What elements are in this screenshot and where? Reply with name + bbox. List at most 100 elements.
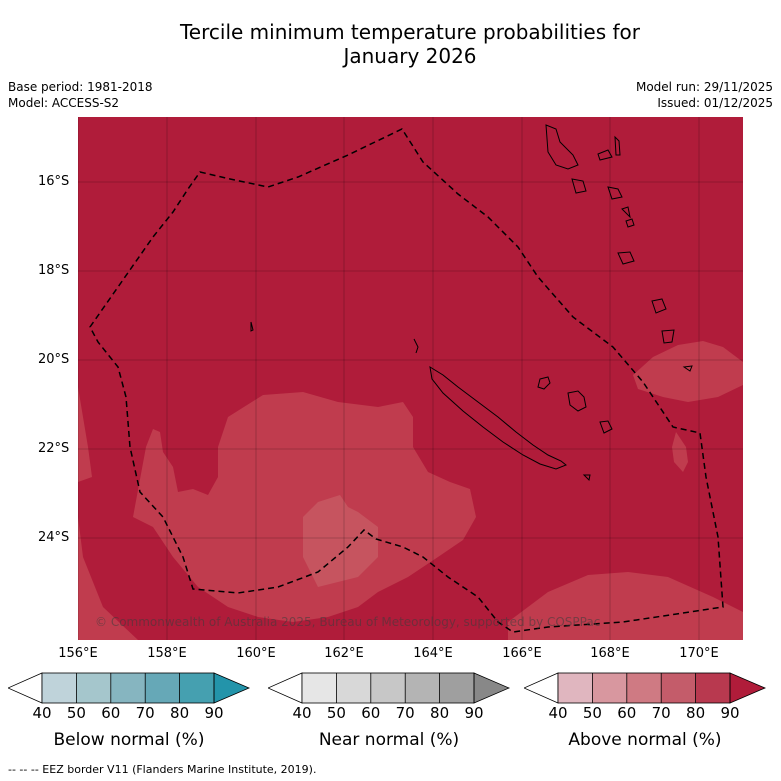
legend-title: Near normal (%)	[318, 730, 460, 750]
lon-label: 168°E	[590, 646, 630, 661]
tick-label: 40	[32, 704, 52, 722]
tick-label: 50	[582, 704, 602, 722]
graticule	[78, 117, 743, 640]
vanuatu-island	[571, 178, 587, 194]
tick-label: 70	[651, 704, 671, 722]
meta-left: Base period: 1981-2018 Model: ACCESS-S2	[8, 79, 153, 111]
loyalty-island	[537, 376, 551, 390]
above-normal-70-80-area	[672, 432, 688, 472]
model-name: Model: ACCESS-S2	[8, 96, 120, 110]
vanuatu-island	[614, 135, 621, 156]
lat-label: 22°S	[38, 441, 70, 456]
loyalty-island	[599, 420, 613, 434]
colorbar-segment	[42, 673, 77, 703]
above-normal-70-80-area	[508, 572, 743, 640]
colorbar-extend-high	[213, 672, 250, 704]
new-caledonia-island	[429, 365, 567, 470]
tick-label: 60	[361, 704, 381, 722]
colorbar-segment	[592, 673, 627, 703]
tick-label: 90	[464, 704, 484, 722]
colorbar-extend-high	[473, 672, 510, 704]
tick-label: 70	[395, 704, 415, 722]
copyright-notice: © Commonwealth of Australia 2025, Bureau…	[95, 615, 601, 629]
map-title: Tercile minimum temperature probabilitie…	[0, 20, 781, 68]
vanuatu-island	[661, 329, 675, 344]
colorbar-segment	[302, 673, 337, 703]
vanuatu-island	[607, 186, 623, 200]
tick-label: 80	[170, 704, 190, 722]
vanuatu-island	[617, 251, 635, 265]
above-normal-70-80-area	[133, 392, 476, 622]
lon-label: 162°E	[324, 646, 364, 661]
lon-label: 164°E	[413, 646, 453, 661]
vanuatu-island	[621, 206, 631, 219]
colorbar-segment	[179, 673, 214, 703]
colorbar-segment	[439, 673, 474, 703]
colorbar-segment	[370, 673, 406, 703]
tick-label: 60	[617, 704, 637, 722]
islet	[582, 474, 591, 482]
colorbar-segment	[145, 673, 180, 703]
tick-label: 90	[720, 704, 740, 722]
islet	[682, 365, 693, 372]
tick-label: 50	[66, 704, 86, 722]
colorbar-above-normal	[524, 672, 766, 704]
vanuatu-island	[625, 218, 635, 228]
lat-label: 24°S	[38, 530, 70, 545]
tick-label: 70	[135, 704, 155, 722]
lat-label: 20°S	[38, 352, 70, 367]
model-run: Model run: 29/11/2025	[635, 80, 773, 94]
lat-label: 18°S	[38, 263, 70, 278]
colorbar-segment	[558, 673, 593, 703]
base-period: Base period: 1981-2018	[8, 80, 153, 94]
vanuatu-island	[545, 124, 579, 170]
colorbar-segment	[405, 673, 440, 703]
meta-right: Model run: 29/11/2025 Issued: 01/12/2025	[636, 79, 773, 111]
eez-border	[89, 128, 724, 633]
colorbar-segment	[695, 673, 730, 703]
colorbar-segment	[336, 673, 371, 703]
colorbar-extend-high	[729, 672, 766, 704]
colorbar-near-normal	[268, 672, 510, 704]
colorbar-extend-low	[8, 672, 43, 704]
colorbar-extend-low	[524, 672, 559, 704]
vanuatu-island	[651, 298, 667, 314]
tick-label: 80	[430, 704, 450, 722]
above-normal-60-70-area	[303, 495, 378, 587]
colorbar-below-normal	[8, 672, 250, 704]
legend-title: Below normal (%)	[53, 730, 205, 750]
loyalty-island	[567, 390, 587, 412]
above-normal-70-80-area	[78, 387, 92, 482]
title-line-2: January 2026	[343, 44, 477, 68]
vanuatu-island	[597, 149, 613, 161]
footnote-eez: -- -- -- EEZ border V11 (Flanders Marine…	[8, 763, 317, 776]
lon-label: 156°E	[58, 646, 98, 661]
tick-label: 40	[548, 704, 568, 722]
tick-label: 80	[686, 704, 706, 722]
colorbar-segment	[110, 673, 146, 703]
tick-label: 40	[292, 704, 312, 722]
map-svg	[78, 117, 743, 640]
legend-below-normal: 40 50 60 70 80 90 Below normal (%)	[8, 672, 250, 750]
lon-label: 166°E	[502, 646, 542, 661]
colorbar-segment	[76, 673, 111, 703]
tick-label: 90	[204, 704, 224, 722]
title-line-1: Tercile minimum temperature probabilitie…	[179, 20, 641, 44]
above-normal-70-80-area	[78, 517, 138, 640]
tick-label: 60	[101, 704, 121, 722]
lon-label: 170°E	[679, 646, 719, 661]
issued-date: Issued: 01/12/2025	[657, 96, 773, 110]
tick-label: 50	[326, 704, 346, 722]
map-area[interactable]	[78, 117, 743, 640]
islet	[250, 321, 254, 332]
legend-title: Above normal (%)	[568, 730, 722, 750]
legend-near-normal: 40 50 60 70 80 90 Near normal (%)	[268, 672, 510, 750]
islet	[413, 338, 419, 354]
legend-above-normal: 40 50 60 70 80 90 Above normal (%)	[524, 672, 766, 750]
colorbar-extend-low	[268, 672, 303, 704]
lon-label: 158°E	[147, 646, 187, 661]
lat-label: 16°S	[38, 174, 70, 189]
colorbar-segment	[661, 673, 696, 703]
lon-label: 160°E	[236, 646, 276, 661]
above-normal-70-80-area	[633, 341, 743, 402]
